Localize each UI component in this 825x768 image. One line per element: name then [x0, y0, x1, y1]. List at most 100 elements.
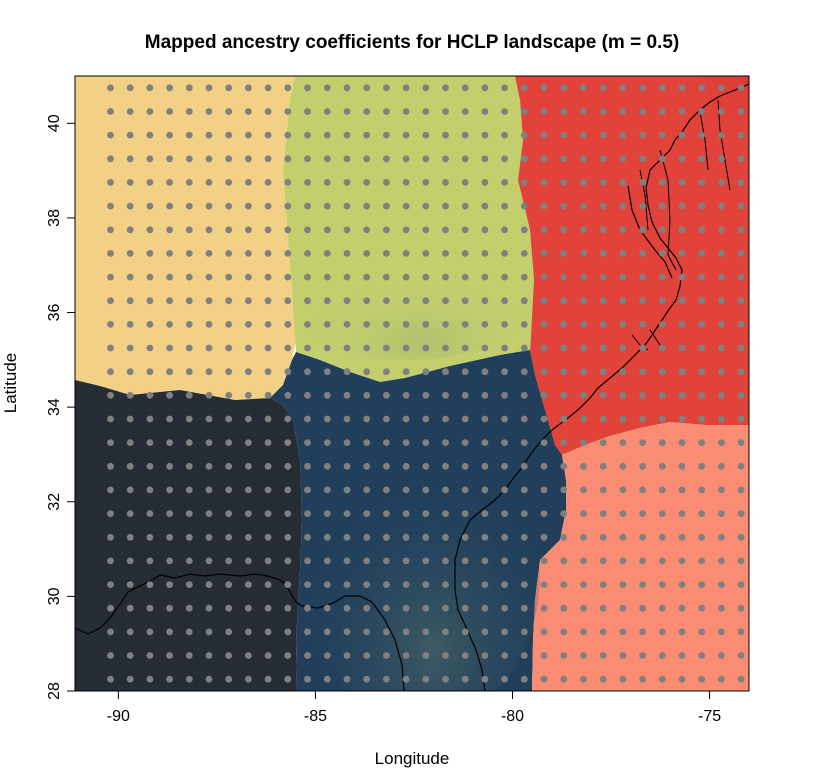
- sample-point: [540, 131, 548, 139]
- sample-point: [461, 179, 469, 186]
- sample-point: [225, 297, 233, 305]
- sample-point: [580, 486, 587, 494]
- x-tick-label: -85: [304, 708, 327, 725]
- y-tick-label: 40: [46, 114, 63, 132]
- sample-point: [363, 533, 371, 541]
- sample-point: [284, 652, 292, 659]
- sample-point: [639, 510, 646, 517]
- sample-point: [383, 675, 390, 683]
- sample-point: [540, 581, 548, 588]
- sample-point: [501, 273, 508, 281]
- sample-point: [599, 344, 607, 352]
- sample-point: [146, 273, 154, 281]
- region-cluster-6: [532, 422, 749, 691]
- sample-point: [698, 131, 706, 139]
- sample-point: [658, 108, 666, 115]
- sample-point: [619, 155, 627, 163]
- sample-point: [107, 84, 114, 92]
- sample-point: [185, 297, 193, 305]
- sample-point: [442, 581, 449, 588]
- sample-point: [678, 84, 686, 92]
- sample-point: [639, 628, 646, 636]
- sample-point: [442, 533, 449, 541]
- sample-point: [737, 84, 745, 92]
- sample-point: [323, 84, 331, 92]
- sample-point: [639, 439, 646, 446]
- sample-point: [698, 297, 706, 305]
- sample-point: [501, 131, 508, 139]
- sample-point: [639, 581, 646, 588]
- sample-point: [363, 155, 371, 163]
- sample-point: [383, 108, 390, 115]
- sample-point: [264, 273, 272, 281]
- sample-point: [501, 628, 508, 636]
- sample-point: [461, 368, 469, 376]
- sample-point: [402, 675, 410, 683]
- sample-point: [718, 84, 725, 92]
- sample-point: [481, 628, 489, 636]
- sample-point: [501, 675, 508, 683]
- sample-point: [580, 344, 587, 352]
- sample-point: [580, 84, 587, 92]
- sample-point: [540, 462, 548, 470]
- sample-point: [225, 675, 233, 683]
- sample-point: [264, 202, 272, 210]
- sample-point: [520, 131, 528, 139]
- sample-point: [540, 652, 548, 659]
- sample-point: [363, 675, 371, 683]
- sample-point: [146, 462, 154, 470]
- sample-point: [461, 202, 469, 210]
- sample-point: [264, 557, 272, 565]
- sample-point: [422, 557, 430, 565]
- sample-point: [383, 131, 390, 139]
- sample-point: [245, 179, 252, 186]
- sample-point: [422, 462, 430, 470]
- sample-point: [107, 202, 114, 210]
- sample-point: [718, 652, 725, 659]
- sample-point: [304, 131, 311, 139]
- sample-point: [698, 439, 706, 446]
- sample-point: [422, 344, 430, 352]
- ancestry-map: [75, 76, 749, 691]
- sample-point: [323, 581, 331, 588]
- sample-point: [166, 131, 174, 139]
- sample-point: [422, 510, 430, 517]
- sample-point: [205, 273, 213, 281]
- sample-point: [245, 462, 252, 470]
- sample-point: [264, 533, 272, 541]
- sample-point: [619, 675, 627, 683]
- sample-point: [245, 84, 252, 92]
- sample-point: [461, 652, 469, 659]
- sample-point: [698, 415, 706, 423]
- sample-point: [658, 273, 666, 281]
- sample-point: [126, 415, 134, 423]
- sample-point: [363, 344, 371, 352]
- sample-point: [481, 557, 489, 565]
- sample-point: [225, 108, 233, 115]
- sample-point: [560, 273, 568, 281]
- sample-point: [146, 321, 154, 328]
- sample-point: [107, 675, 114, 683]
- sample-point: [718, 226, 725, 234]
- sample-point: [245, 675, 252, 683]
- sample-point: [698, 179, 706, 186]
- sample-point: [402, 391, 410, 399]
- sample-point: [698, 273, 706, 281]
- sample-point: [383, 486, 390, 494]
- sample-point: [520, 462, 528, 470]
- sample-point: [619, 297, 627, 305]
- sample-point: [718, 131, 725, 139]
- sample-point: [678, 486, 686, 494]
- sample-point: [540, 179, 548, 186]
- sample-point: [264, 391, 272, 399]
- sample-point: [107, 368, 114, 376]
- sample-point: [520, 439, 528, 446]
- sample-point: [461, 131, 469, 139]
- sample-point: [678, 652, 686, 659]
- sample-point: [422, 250, 430, 257]
- sample-point: [185, 321, 193, 328]
- sample-point: [146, 628, 154, 636]
- sample-point: [205, 462, 213, 470]
- sample-point: [442, 652, 449, 659]
- sample-point: [678, 250, 686, 257]
